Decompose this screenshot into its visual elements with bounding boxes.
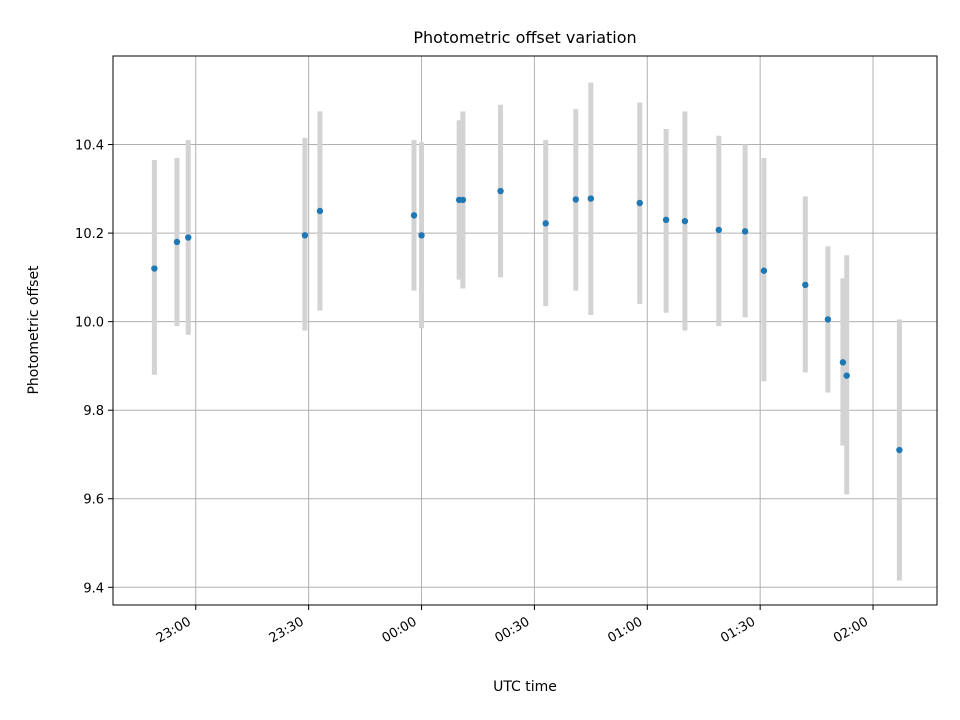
data-point: [824, 316, 832, 323]
data-points: [151, 187, 903, 454]
data-point: [760, 267, 768, 274]
data-point: [662, 216, 670, 224]
y-tick-label: 10.4: [75, 139, 104, 154]
data-point: [418, 232, 425, 239]
data-point: [839, 359, 847, 366]
data-point: [636, 199, 643, 207]
chart-title: Photometric offset variation: [413, 28, 636, 47]
y-tick-label: 9.4: [83, 581, 104, 596]
x-tick-label: 23:00: [154, 614, 194, 646]
data-point: [497, 187, 504, 195]
data-point: [542, 220, 549, 227]
y-tick-label: 9.6: [83, 493, 104, 508]
axis-ticks: 23:00 23:30 00:00 00:30 01:00 01:30 02:00 9.4 9.…: [75, 139, 874, 646]
y-tick-label: 10.0: [75, 316, 104, 331]
data-point: [173, 238, 181, 246]
y-tick-label: 10.2: [75, 227, 104, 242]
data-point: [459, 196, 467, 204]
data-point: [301, 232, 309, 239]
x-tick-label: 00:00: [380, 614, 420, 646]
y-axis-label: Photometric offset: [26, 265, 42, 395]
data-point: [681, 217, 689, 225]
data-point: [316, 207, 324, 215]
x-tick-label: 01:00: [605, 614, 645, 646]
error-bars: [151, 82, 902, 581]
data-point: [185, 234, 192, 241]
data-point: [572, 196, 579, 203]
data-point: [843, 372, 850, 379]
data-point: [802, 281, 809, 289]
x-tick-label: 23:30: [267, 614, 307, 646]
x-axis-label: UTC time: [493, 679, 557, 695]
data-point: [741, 228, 749, 235]
data-point: [896, 446, 903, 454]
data-point: [715, 226, 722, 234]
grid-lines: [113, 56, 937, 605]
data-point: [410, 212, 418, 219]
data-point: [587, 195, 595, 202]
y-tick-label: 9.8: [83, 404, 104, 419]
x-tick-label: 00:30: [492, 614, 532, 646]
x-tick-label: 01:30: [718, 614, 758, 646]
x-tick-label: 02:00: [831, 614, 871, 646]
data-point: [151, 265, 158, 272]
plot-frame: [112, 55, 938, 606]
